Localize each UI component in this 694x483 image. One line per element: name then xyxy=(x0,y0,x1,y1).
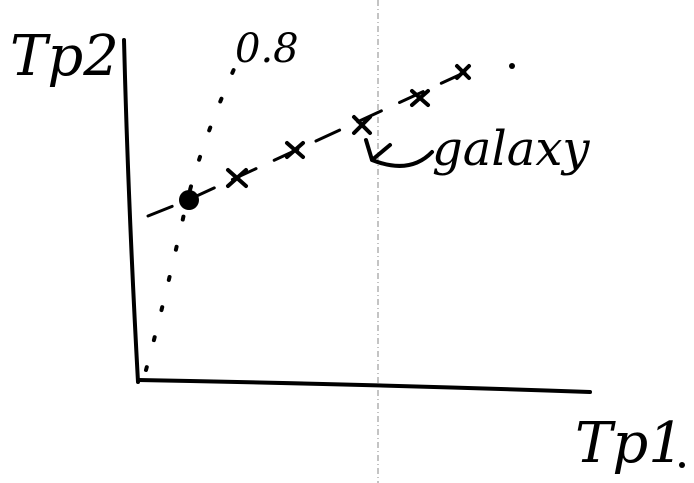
sketch: 0.8 galaxy Tp2 Tp1 xyxy=(0,0,694,483)
x-axis-label: Tp1 xyxy=(575,411,684,476)
x-axis xyxy=(138,380,590,392)
dot xyxy=(509,63,515,69)
point-label: galaxy xyxy=(432,121,590,177)
y-axis-label: Tp2 xyxy=(10,24,119,89)
y-axis xyxy=(124,40,138,382)
page: 0.8 galaxy Tp2 Tp1 (() => { const data =… xyxy=(0,0,694,483)
curve-label: 0.8 xyxy=(235,26,299,72)
dot xyxy=(679,462,685,468)
arrow xyxy=(366,140,432,166)
point xyxy=(179,190,199,210)
